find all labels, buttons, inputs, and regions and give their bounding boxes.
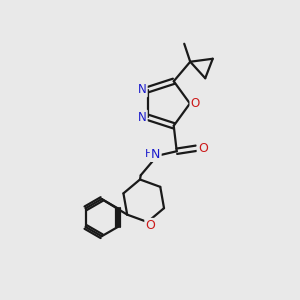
Text: N: N: [138, 83, 146, 96]
Text: N: N: [138, 111, 146, 124]
Text: H: H: [145, 149, 153, 159]
Text: O: O: [146, 219, 155, 232]
Text: O: O: [191, 97, 200, 110]
Text: N: N: [151, 148, 160, 161]
Text: O: O: [198, 142, 208, 155]
